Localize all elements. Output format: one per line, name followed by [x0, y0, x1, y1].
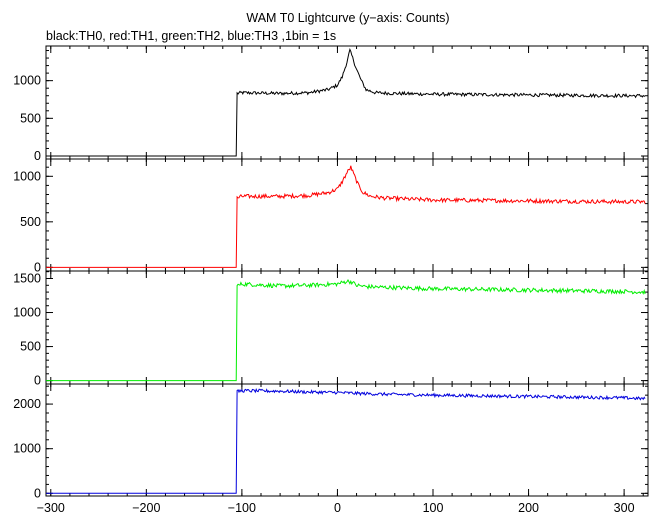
chart-subtitle: black:TH0, red:TH1, green:TH2, blue:TH3 … — [46, 29, 336, 43]
x-tick-label: −200 — [132, 501, 160, 515]
y-tick-label: 0 — [34, 486, 41, 500]
y-tick-label: 1000 — [13, 169, 41, 183]
y-tick-label: 1500 — [13, 271, 41, 285]
chart-title: WAM T0 Lightcurve (y−axis: Counts) — [246, 11, 449, 25]
y-tick-label: 0 — [34, 374, 41, 388]
y-tick-label: 2000 — [13, 397, 41, 411]
series-line-th0 — [46, 48, 646, 157]
x-tick-label: 100 — [423, 501, 444, 515]
x-tick-label: 300 — [614, 501, 635, 515]
x-tick-label: 0 — [334, 501, 341, 515]
y-tick-label: 0 — [34, 149, 41, 163]
y-tick-label: 1000 — [13, 74, 41, 88]
panel-frame — [45, 383, 649, 497]
panel-frame — [45, 158, 649, 272]
series-line-th1 — [46, 165, 646, 268]
panel-th0: 0 500 1000 — [13, 45, 649, 163]
y-tick-label: 1000 — [13, 306, 41, 320]
series-line-th3 — [46, 387, 646, 494]
y-tick-label: 500 — [20, 111, 41, 125]
y-tick-label: 0 — [34, 260, 41, 274]
panel-frame — [45, 270, 649, 385]
x-tick-label: 200 — [518, 501, 539, 515]
panel-th3: 0 1000 2000 — [13, 383, 649, 500]
y-tick-label: 500 — [20, 340, 41, 354]
series-line-th2 — [46, 278, 646, 382]
panel-th1: 0 500 1000 — [13, 158, 649, 274]
x-tick-label: −100 — [228, 501, 256, 515]
panel-th2: 0 500 1000 1500 — [13, 270, 649, 388]
y-tick-label: 500 — [20, 215, 41, 229]
panels-group: 0500100005001000050010001500010002000−30… — [13, 45, 649, 515]
x-tick-label: −300 — [37, 501, 65, 515]
y-tick-label: 1000 — [13, 442, 41, 456]
